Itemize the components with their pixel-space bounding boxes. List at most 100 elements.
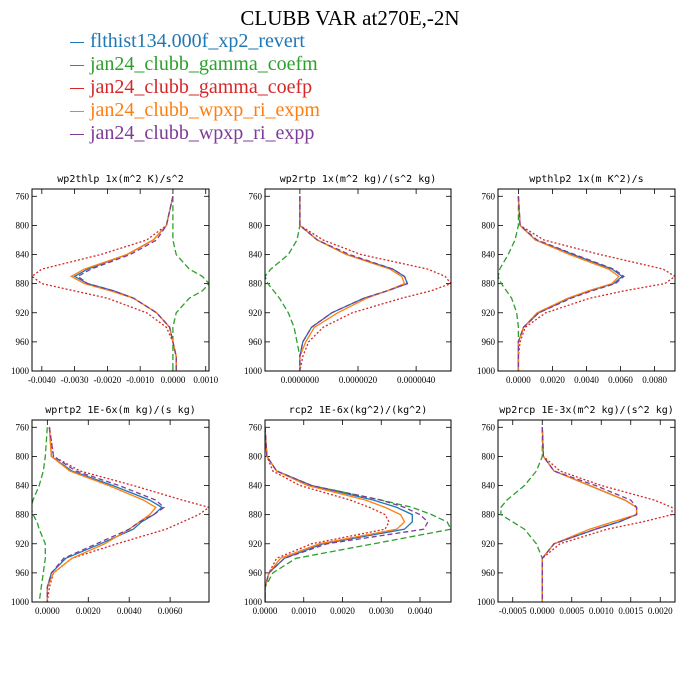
chart-panel: wp2rcp 1E-3x(m^2 kg)/(s^2 kg)760 800 840 88…: [477, 405, 676, 616]
x-tick-label: 0.0080: [642, 375, 667, 385]
series-line: [517, 196, 675, 371]
y-tick-label: 920: [249, 308, 263, 318]
y-tick-label: 880: [482, 279, 496, 289]
legend-line-icon: [70, 87, 84, 89]
panel-title: wprtp2 1E-6x(m kg)/(s kg): [45, 405, 196, 416]
series-line: [299, 196, 406, 371]
x-tick-label: 0.0020: [540, 375, 565, 385]
plot-frame: [31, 419, 210, 603]
x-tick-label: -0.0010: [126, 375, 154, 385]
series-line: [500, 427, 543, 602]
series-line: [46, 427, 163, 602]
x-tick-label: 0.0010: [291, 606, 316, 616]
x-tick-label: 0.0000020: [339, 375, 378, 385]
y-tick-label: 840: [16, 250, 30, 260]
legend-item: jan24_clubb_wpxp_ri_expm: [70, 99, 320, 122]
series-line: [32, 427, 48, 602]
series-line: [299, 196, 409, 371]
panel-title: wp2thlp 1x(m^2 K)/s^2: [57, 174, 183, 185]
y-tick-label: 840: [482, 481, 496, 491]
panel-title: rcp2 1E-6x(kg^2)/(kg^2): [289, 405, 427, 416]
x-tick-label: -0.0005: [499, 606, 527, 616]
figure-title: CLUBB VAR at270E,-2N: [240, 6, 460, 30]
x-tick-label: 0.0040: [117, 606, 142, 616]
x-tick-label: 0.0000: [530, 606, 555, 616]
legend-label: flthist134.000f_xp2_revert: [90, 30, 305, 52]
y-tick-label: 920: [16, 308, 30, 318]
plot-frame: [497, 419, 676, 603]
y-tick-label: 760: [16, 422, 30, 432]
x-tick-label: 0.0030: [369, 606, 394, 616]
series-line: [265, 427, 413, 602]
chart-panel: wp2thlp 1x(m^2 K)/s^2 760 800 840 880 920 960 1…: [11, 174, 219, 385]
legend-label: jan24_clubb_wpxp_ri_expp: [90, 122, 315, 144]
x-tick-label: 0.0020: [648, 606, 673, 616]
y-tick-label: 760: [482, 191, 496, 201]
series-line: [265, 427, 406, 602]
x-tick-label: 0.0040: [574, 375, 599, 385]
y-tick-label: 840: [249, 250, 263, 260]
series-line: [69, 196, 177, 371]
y-tick-label: 1000: [244, 597, 263, 607]
y-tick-label: 760: [249, 191, 263, 201]
series-line: [265, 427, 429, 602]
legend-line-icon: [70, 64, 84, 66]
x-tick-label: -0.0040: [28, 375, 56, 385]
y-tick-label: 800: [16, 451, 30, 461]
y-tick-label: 840: [482, 250, 496, 260]
series-line: [299, 196, 409, 371]
y-tick-label: 960: [249, 568, 263, 578]
x-tick-label: 0.0000: [35, 606, 60, 616]
y-tick-label: 1000: [477, 366, 496, 376]
x-tick-label: 0.0060: [608, 375, 633, 385]
y-tick-label: 880: [249, 279, 263, 289]
chart-panel: wp2rtp 1x(m^2 kg)/(s^2 kg) 760 800 840 880 92…: [244, 174, 452, 385]
y-tick-label: 880: [249, 510, 263, 520]
chart-panel: wprtp2 1E-6x(m kg)/(s kg) 760 800 840 880 920…: [11, 405, 210, 616]
x-tick-label: 0.0005: [559, 606, 584, 616]
series-line: [265, 196, 301, 371]
y-tick-label: 880: [16, 279, 30, 289]
y-tick-label: 760: [482, 422, 496, 432]
plot-frame: [31, 188, 210, 372]
series-line: [46, 427, 157, 602]
y-tick-label: 800: [482, 451, 496, 461]
y-tick-label: 960: [482, 337, 496, 347]
x-tick-label: 0.0015: [618, 606, 643, 616]
y-tick-label: 960: [16, 337, 30, 347]
y-tick-label: 920: [482, 308, 496, 318]
legend-line-icon: [70, 133, 84, 135]
series-line: [172, 196, 209, 371]
y-tick-label: 880: [16, 510, 30, 520]
panel-title: wpthlp2 1x(m K^2)/s: [529, 174, 643, 185]
y-tick-label: 1000: [11, 597, 30, 607]
plot-frame: [264, 419, 452, 603]
panel-title: wp2rtp 1x(m^2 kg)/(s^2 kg): [280, 174, 437, 185]
series-line: [299, 196, 451, 371]
x-tick-label: 0.0010: [589, 606, 614, 616]
legend: flthist134.000f_xp2_revert jan24_clubb_g…: [70, 30, 320, 145]
legend-line-icon: [70, 110, 84, 112]
x-tick-label: 0.0000000: [281, 375, 320, 385]
x-tick-label: 0.0020: [76, 606, 101, 616]
plot-frame: [264, 188, 452, 372]
y-tick-label: 800: [482, 220, 496, 230]
y-tick-label: 800: [16, 220, 30, 230]
x-tick-label: 0.0040: [408, 606, 433, 616]
y-tick-label: 760: [249, 422, 263, 432]
y-tick-label: 840: [249, 481, 263, 491]
series-line: [265, 427, 390, 602]
x-tick-label: 0.0000: [253, 606, 278, 616]
series-line: [541, 427, 638, 602]
legend-item: flthist134.000f_xp2_revert: [70, 30, 320, 53]
x-tick-label: 0.0020: [330, 606, 355, 616]
x-tick-label: 0.0000040: [397, 375, 436, 385]
series-line: [265, 427, 451, 602]
chart-panel: wpthlp2 1x(m K^2)/s 760 800 840 880 920 960 100…: [477, 174, 676, 385]
series-line: [517, 196, 625, 371]
x-tick-label: -0.0030: [61, 375, 89, 385]
x-tick-label: 0.0000: [161, 375, 186, 385]
x-tick-label: 0.0000: [506, 375, 531, 385]
y-tick-label: 920: [482, 539, 496, 549]
panel-title: wp2rcp 1E-3x(m^2 kg)/(s^2 kg): [499, 405, 674, 416]
